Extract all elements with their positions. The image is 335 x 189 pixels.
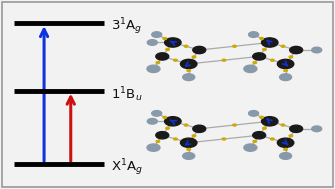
Circle shape — [233, 124, 236, 126]
Circle shape — [164, 38, 181, 47]
Circle shape — [253, 53, 266, 60]
Circle shape — [152, 32, 162, 37]
Circle shape — [147, 119, 157, 124]
Circle shape — [312, 126, 322, 132]
Circle shape — [156, 62, 160, 64]
Circle shape — [156, 132, 169, 139]
Circle shape — [222, 138, 226, 140]
Circle shape — [281, 45, 285, 47]
Circle shape — [181, 59, 197, 69]
Circle shape — [281, 124, 285, 126]
Circle shape — [253, 140, 257, 143]
Circle shape — [193, 46, 206, 54]
Circle shape — [312, 47, 322, 53]
Circle shape — [271, 138, 274, 140]
Circle shape — [249, 32, 259, 37]
Circle shape — [193, 125, 206, 132]
Circle shape — [152, 111, 162, 116]
Circle shape — [184, 124, 188, 126]
Circle shape — [166, 127, 169, 129]
Circle shape — [284, 70, 287, 72]
Circle shape — [156, 140, 160, 143]
Circle shape — [290, 46, 303, 54]
Circle shape — [181, 138, 197, 147]
Circle shape — [187, 148, 191, 150]
Circle shape — [284, 148, 287, 150]
Circle shape — [253, 62, 257, 64]
Circle shape — [233, 45, 236, 47]
Circle shape — [290, 125, 303, 132]
Circle shape — [222, 59, 226, 61]
Circle shape — [280, 153, 291, 159]
Circle shape — [262, 117, 278, 126]
Circle shape — [289, 56, 293, 58]
Circle shape — [184, 45, 188, 47]
Circle shape — [263, 49, 266, 50]
Circle shape — [187, 70, 191, 72]
Circle shape — [163, 116, 166, 118]
Text: 1$^1$B$_u$: 1$^1$B$_u$ — [111, 85, 142, 104]
Circle shape — [164, 117, 181, 126]
Circle shape — [244, 144, 257, 151]
Circle shape — [262, 38, 278, 47]
Circle shape — [166, 49, 169, 50]
Circle shape — [147, 144, 160, 151]
Circle shape — [192, 135, 196, 137]
Circle shape — [174, 138, 177, 140]
Text: 3$^1$A$_g$: 3$^1$A$_g$ — [111, 17, 142, 37]
Circle shape — [147, 65, 160, 72]
Circle shape — [183, 153, 195, 159]
Text: X$^1$A$_g$: X$^1$A$_g$ — [111, 157, 143, 178]
Circle shape — [253, 132, 266, 139]
Circle shape — [163, 38, 166, 40]
Circle shape — [260, 116, 263, 118]
Circle shape — [244, 65, 257, 72]
Circle shape — [156, 53, 169, 60]
Circle shape — [147, 40, 157, 45]
Circle shape — [271, 59, 274, 61]
Circle shape — [260, 38, 263, 40]
Circle shape — [277, 138, 294, 147]
Circle shape — [174, 59, 177, 61]
Circle shape — [277, 59, 294, 69]
Circle shape — [192, 56, 196, 58]
Circle shape — [183, 74, 195, 81]
Circle shape — [249, 111, 259, 116]
Circle shape — [280, 74, 291, 81]
Circle shape — [263, 127, 266, 129]
Circle shape — [289, 135, 293, 137]
